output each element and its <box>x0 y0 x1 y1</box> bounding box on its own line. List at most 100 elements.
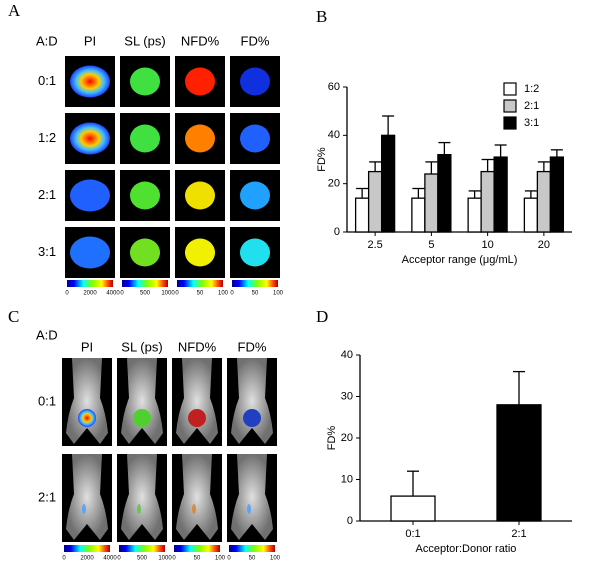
signal <box>70 236 110 269</box>
x-axis-label: Acceptor:Donor ratio <box>416 543 517 555</box>
legend-swatch <box>503 99 517 113</box>
signal <box>133 409 151 427</box>
signal <box>240 181 270 210</box>
y-tick-label: 20 <box>341 432 353 444</box>
signal <box>70 179 110 212</box>
legend-swatch <box>503 116 517 130</box>
bar <box>424 173 439 233</box>
colorbar <box>64 545 110 552</box>
x-tick-label: 5 <box>428 239 434 251</box>
error-bar <box>524 190 537 199</box>
panel-letter: D <box>316 307 328 326</box>
row-label: 3:1 <box>38 244 56 259</box>
colorbar-label: 0 <box>120 291 124 297</box>
signal <box>130 238 160 267</box>
column-header: FD% <box>241 33 270 48</box>
colorbar-label: 100 <box>218 291 229 297</box>
colorbar-label: 50 <box>249 556 256 562</box>
colorbar-label: 0 <box>227 556 231 562</box>
mouse-image <box>121 358 163 444</box>
colorbar-label: 0 <box>117 556 121 562</box>
bar <box>437 154 452 233</box>
colorbar-label: 100 <box>215 556 226 562</box>
row-label: 0:1 <box>38 73 56 88</box>
mouse-image <box>231 454 273 540</box>
colorbar-label: 4000 <box>106 291 120 297</box>
error-bar <box>481 158 494 172</box>
x-tick-label: 2.5 <box>367 239 382 251</box>
bar <box>493 156 508 233</box>
y-tick-label: 60 <box>328 81 340 93</box>
mouse-image <box>176 358 218 444</box>
colorbar-label: 1000 <box>158 556 172 562</box>
panel-letter: B <box>316 7 327 26</box>
colorbar-label: 100 <box>273 291 284 297</box>
x-tick-label: 0:1 <box>405 528 420 540</box>
signal <box>240 238 270 267</box>
colorbar <box>67 280 113 287</box>
error-bar <box>537 161 550 172</box>
y-axis-label: FD% <box>316 147 328 172</box>
bar <box>390 495 436 522</box>
colorbar-label: 50 <box>197 291 204 297</box>
x-axis-label: Acceptor range (μg/mL) <box>402 254 518 266</box>
signal <box>130 181 160 210</box>
column-header: PI <box>84 33 96 48</box>
signal <box>185 67 215 96</box>
colorbar-label: 4000 <box>103 556 117 562</box>
bar <box>380 134 396 233</box>
signal <box>70 65 110 98</box>
bar <box>367 170 383 233</box>
mouse-image <box>121 454 163 540</box>
y-tick-label: 40 <box>341 349 353 361</box>
error-bar <box>438 141 451 155</box>
colorbar-label: 1000 <box>161 291 175 297</box>
error-bar <box>468 190 481 199</box>
signal <box>130 124 160 153</box>
signal <box>78 409 96 427</box>
signal <box>185 124 215 153</box>
column-header: FD% <box>238 339 267 354</box>
row-label: 1:2 <box>38 130 56 145</box>
signal <box>188 409 206 427</box>
y-tick-label: 20 <box>328 178 340 190</box>
error-bar <box>425 161 438 174</box>
panel-letter: A <box>8 1 21 20</box>
y-tick-label: 30 <box>341 390 353 402</box>
y-axis-label: FD% <box>326 426 338 451</box>
error-bar <box>407 470 419 497</box>
signal <box>185 181 215 210</box>
signal <box>240 124 270 153</box>
row-label: 2:1 <box>38 489 56 504</box>
colorbar <box>177 280 223 287</box>
signal <box>137 504 141 514</box>
bar <box>496 404 542 522</box>
y-tick-label: 0 <box>347 515 353 527</box>
legend-label: 3:1 <box>524 117 539 129</box>
error-bar <box>369 161 382 172</box>
column-header: SL (ps) <box>124 33 165 48</box>
column-header: NFD% <box>181 33 220 48</box>
signal <box>247 504 251 514</box>
signal <box>82 504 86 514</box>
mouse-image <box>66 358 108 444</box>
y-tick-label: 10 <box>341 473 353 485</box>
corner-label: A:D <box>36 327 58 342</box>
corner-label: A:D <box>36 33 58 48</box>
signal <box>240 67 270 96</box>
bar <box>354 197 370 233</box>
panel-letter: C <box>8 307 19 326</box>
colorbar-label: 50 <box>194 556 201 562</box>
colorbar <box>119 545 165 552</box>
bar <box>536 170 552 233</box>
colorbar-label: 0 <box>230 291 234 297</box>
signal <box>192 504 196 514</box>
error-bar <box>412 187 425 199</box>
colorbar-label: 0 <box>172 556 176 562</box>
error-bar <box>382 115 395 136</box>
legend-label: 1:2 <box>524 83 539 95</box>
bar <box>467 197 482 233</box>
signal <box>70 122 110 155</box>
colorbar <box>122 280 168 287</box>
